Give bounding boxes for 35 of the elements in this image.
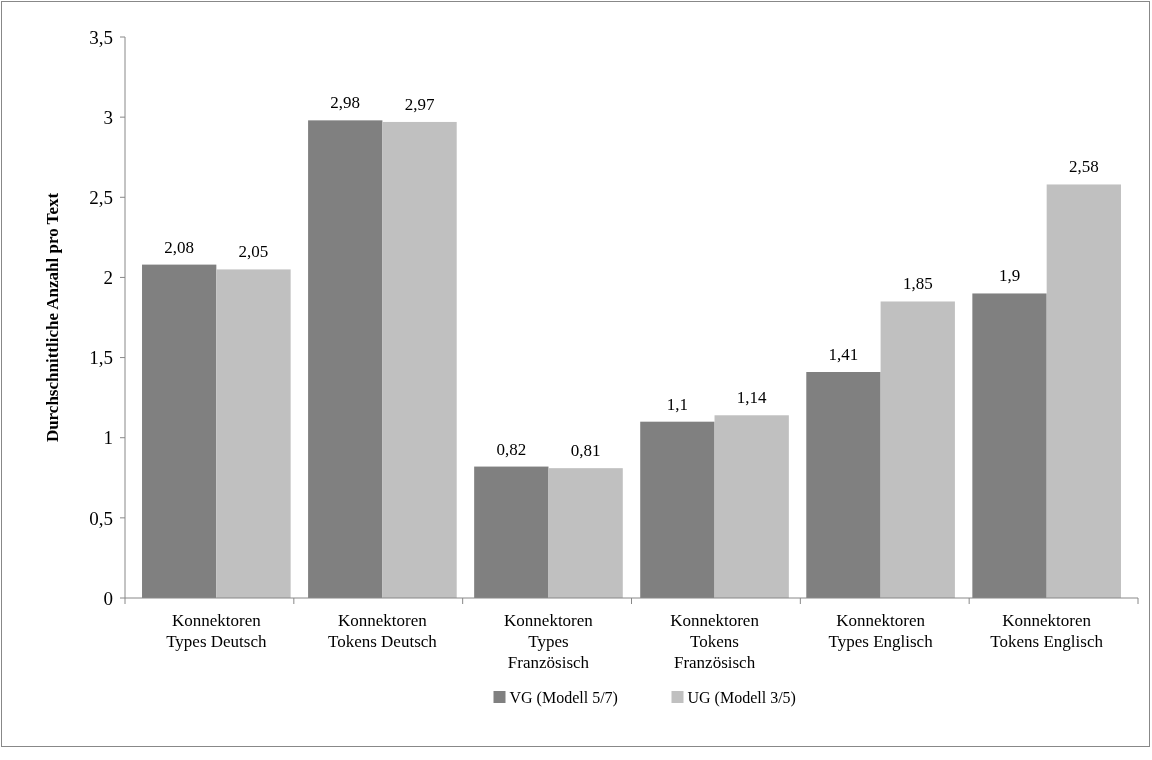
legend-label: UG (Modell 3/5) [687,688,796,707]
data-label: 1,1 [666,394,688,414]
x-tick-label: Konnektoren Types Deutsch [166,611,267,651]
data-label: 0,81 [570,441,601,461]
x-tick-label: Konnektoren Tokens Französisch [670,611,760,672]
bar [382,121,457,598]
data-label: 0,82 [496,439,527,459]
bar [714,415,789,598]
y-tick-label: 1 [103,427,113,449]
data-label: 1,41 [828,345,859,364]
y-tick-label: 1,5 [89,347,113,369]
bar [548,468,623,598]
y-tick-label: 3,5 [89,26,113,48]
bar [1046,184,1121,598]
x-tick-label: Konnektoren Tokens Englisch [990,611,1104,651]
y-axis-title: Durchschnittliche Anzahl pro Text [43,192,62,443]
bar [216,269,291,598]
data-label: 2,98 [330,93,361,113]
x-tick-label: Konnektoren Types Englisch [828,611,934,651]
data-label: 2,05 [238,242,269,262]
data-label: 2,08 [164,237,195,257]
y-tick-label: 2,5 [89,186,113,208]
y-tick-label: 0 [103,587,113,609]
legend-label: VG (Modell 5/7) [509,688,618,707]
y-tick-label: 3 [103,106,113,128]
bar [880,301,955,598]
x-tick-label: Konnektoren Tokens Deutsch [327,611,438,651]
x-tick-label: Konnektoren Types Französisch [504,611,594,672]
data-label: 1,14 [736,388,768,408]
data-label: 1,85 [902,274,933,294]
y-tick-label: 0,5 [89,507,113,529]
data-label: 2,97 [404,94,435,114]
data-label: 2,58 [1068,157,1099,177]
y-tick-label: 2 [103,267,113,289]
data-label: 1,9 [998,266,1021,286]
